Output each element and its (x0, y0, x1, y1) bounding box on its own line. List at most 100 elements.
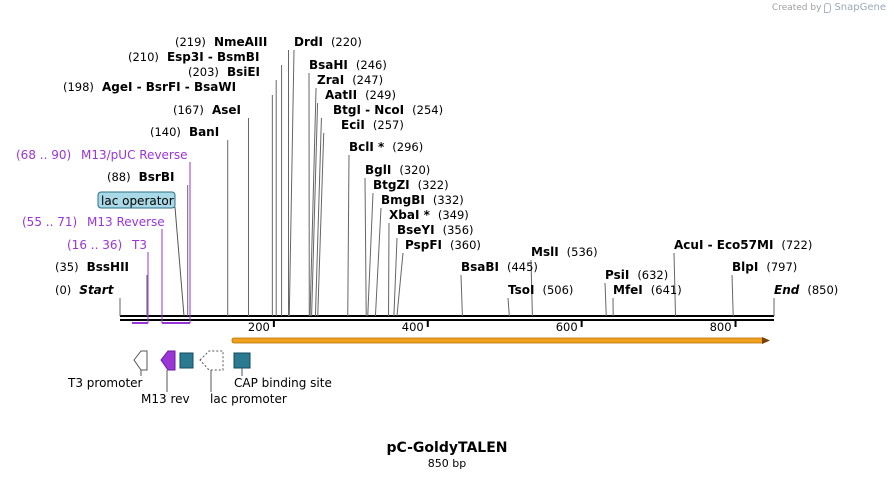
site-name: BmgBI (381, 193, 425, 207)
site-nmeaiii[interactable]: (219) NmeAIII (175, 35, 267, 49)
site-aatii[interactable]: AatII (249) (325, 88, 396, 102)
site-line-msli (530, 259, 533, 317)
lac-operator-label: lac operator (101, 194, 174, 208)
site-bsahi[interactable]: BsaHI (246) (309, 58, 387, 72)
site-name: PspFI (405, 238, 442, 252)
site-name: BssHII (87, 260, 129, 274)
site-line-bgli (364, 177, 367, 317)
site-ecii[interactable]: EciI (257) (341, 118, 404, 132)
site-name: AcuI - Eco57MI (674, 238, 773, 252)
primer-m13-reverse-label[interactable]: (55 .. 71) M13 Reverse (22, 215, 165, 229)
site-line-tsoi (507, 297, 510, 317)
site-name: BsaHI (309, 58, 348, 72)
site-line-bsabi (460, 274, 463, 317)
site-name: Esp3I - BsmBI (167, 50, 259, 64)
site-name: BtgZI (373, 178, 410, 192)
site-bsabi[interactable]: BsaBI (445) (461, 260, 538, 274)
site-name: BsiEI (227, 65, 260, 79)
site-bani[interactable]: (140) BanI (150, 125, 219, 139)
feature-cap-binding-site-label: CAP binding site (234, 376, 332, 390)
feature-lac-promoter[interactable] (199, 350, 224, 371)
site-position: (320) (399, 163, 430, 177)
site-line-bcli (347, 154, 350, 317)
site-pspfi[interactable]: PspFI (360) (405, 238, 481, 252)
site-position: (506) (542, 283, 573, 297)
lac-operator-connector (174, 206, 185, 317)
feature-lac-promoter-label: lac promoter (210, 392, 287, 406)
site-position: (249) (365, 88, 396, 102)
feature-cap-binding-site[interactable] (233, 352, 251, 369)
site-end[interactable]: End (850) (774, 283, 838, 297)
site-agei-bsrfi-bsawi[interactable]: (198) AgeI - BsrFI - BsaWI (63, 80, 236, 94)
site-position: (88) (107, 170, 131, 184)
site-position: (850) (807, 283, 838, 297)
site-line-zrai (309, 87, 317, 317)
site-name: ZraI (317, 73, 344, 87)
site-position: (349) (438, 208, 469, 222)
tick-label: 200 (248, 320, 270, 334)
site-name: AgeI - BsrFI - BsaWI (102, 80, 236, 94)
site-btgzi[interactable]: BtgZI (322) (373, 178, 449, 192)
site-line-btgzi (367, 192, 374, 317)
credit-prefix: Created by (771, 2, 822, 13)
feature-lac-operator-box[interactable] (179, 352, 194, 369)
primer-m13-puc-reverse-label[interactable]: (68 .. 90) M13/pUC Reverse (16, 148, 188, 162)
site-position: (722) (781, 238, 812, 252)
site-esp3i-bsmbi[interactable]: (210) Esp3I - BsmBI (128, 50, 259, 64)
orf-arrow[interactable] (231, 337, 770, 344)
site-name: BglI (365, 163, 391, 177)
primer-t3-range: (16 .. 36) (67, 238, 122, 252)
site-position: (445) (507, 260, 538, 274)
primer-t3-label[interactable]: (16 .. 36) T3 (67, 238, 147, 252)
site-position: (140) (150, 125, 181, 139)
snapgene-logo-icon (824, 2, 832, 13)
site-mfei[interactable]: MfeI (641) (613, 283, 682, 297)
feature-t3-promoter-label: T3 promoter (67, 376, 143, 390)
site-line-blpi (731, 274, 734, 317)
primer-m13-puc-reverse-name: M13/pUC Reverse (81, 148, 188, 162)
site-bseyi[interactable]: BseYI (356) (397, 223, 474, 237)
plasmid-length: 850 bp (427, 457, 467, 470)
site-name: AseI (212, 103, 241, 117)
site-bsiei[interactable]: (203) BsiEI (188, 65, 260, 79)
site-start[interactable]: (0) Start (55, 283, 115, 297)
site-xbai[interactable]: XbaI * (349) (389, 208, 469, 222)
site-name: TsoI (508, 283, 534, 297)
site-acui-eco57mi[interactable]: AcuI - Eco57MI (722) (674, 238, 812, 252)
site-position: (296) (392, 140, 423, 154)
feature-t3-promoter[interactable] (133, 350, 148, 371)
site-bcli[interactable]: BclI * (296) (349, 140, 423, 154)
site-asei[interactable]: (167) AseI (173, 103, 241, 117)
site-bsshii[interactable]: (35) BssHII (55, 260, 129, 274)
site-drdi[interactable]: DrdI (220) (294, 35, 362, 49)
site-position: (254) (412, 103, 443, 117)
site-line-drdi (288, 49, 295, 317)
primer-connectors (147, 162, 191, 323)
site-position: (203) (188, 65, 219, 79)
site-position: (632) (637, 268, 668, 282)
site-bsrbi[interactable]: (88) BsrBI (107, 170, 174, 184)
tick-label: 400 (402, 320, 424, 334)
plasmid-title: pC-GoldyTALEN (386, 440, 508, 456)
site-bgli[interactable]: BglI (320) (365, 163, 430, 177)
primer-m13-reverse-name: M13 Reverse (87, 215, 165, 229)
site-name: BsrBI (139, 170, 175, 184)
feature-m13-rev[interactable] (160, 350, 176, 371)
site-blpi[interactable]: BlpI (797) (732, 260, 797, 274)
snapgene-credit: Created by SnapGene (772, 2, 886, 13)
site-bmgbi[interactable]: BmgBI (332) (381, 193, 464, 207)
site-position: (35) (55, 260, 79, 274)
site-msli[interactable]: MslI (536) (531, 245, 598, 259)
site-position: (536) (567, 245, 598, 259)
site-btgi-ncoi[interactable]: BtgI - NcoI (254) (333, 103, 443, 117)
tick-label: 600 (556, 320, 578, 334)
feature-m13-rev-label: M13 rev (141, 392, 190, 406)
site-name: Start (79, 283, 114, 297)
site-psii[interactable]: PsiI (632) (605, 268, 668, 282)
site-tsoi[interactable]: TsoI (506) (508, 283, 573, 297)
site-name: BlpI (732, 260, 758, 274)
lac-operator-badge[interactable]: lac operator (97, 191, 176, 209)
site-zrai[interactable]: ZraI (247) (317, 73, 383, 87)
site-position: (219) (175, 35, 206, 49)
site-position: (0) (55, 283, 71, 297)
